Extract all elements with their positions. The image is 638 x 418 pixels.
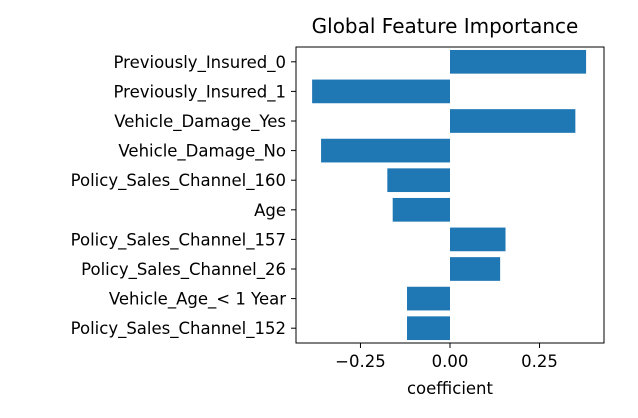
bar-7 [450,257,501,281]
bar-9 [407,316,450,341]
chart-title: Global Feature Importance [312,14,579,38]
bar-2 [450,109,576,133]
bar-0 [450,49,587,74]
x-axis-label: coefficient [407,379,494,398]
y-tick-label: Policy_Sales_Channel_157 [71,230,286,250]
bar-5 [392,197,450,222]
y-axis-ticks: Previously_Insured_0 Previously_Insured_1… [71,53,296,339]
x-axis-ticks: −0.25 0.00 0.25 [335,343,558,371]
y-tick-label: Vehicle_Age_< 1 Year [109,290,286,310]
bar-4 [387,168,450,193]
plot-frame [295,46,605,344]
bar-3 [321,138,450,163]
y-tick-label: Previously_Insured_1 [113,82,286,102]
y-tick-label: Vehicle_Damage_Yes [114,112,286,132]
x-tick-label: −0.25 [335,352,386,371]
bars-layer [312,49,587,341]
y-tick-label: Policy_Sales_Channel_26 [81,260,286,280]
bar-6 [450,227,506,252]
bar-1 [312,79,450,104]
x-tick-label: 0.00 [432,352,469,371]
y-tick-label: Age [254,201,286,220]
y-tick-label: Vehicle_Damage_No [118,142,286,162]
bar-8 [407,286,450,311]
y-tick-label: Previously_Insured_0 [113,53,286,73]
y-tick-label: Policy_Sales_Channel_160 [71,171,286,191]
y-tick-label: Policy_Sales_Channel_152 [71,319,286,339]
x-tick-label: 0.25 [521,352,558,371]
